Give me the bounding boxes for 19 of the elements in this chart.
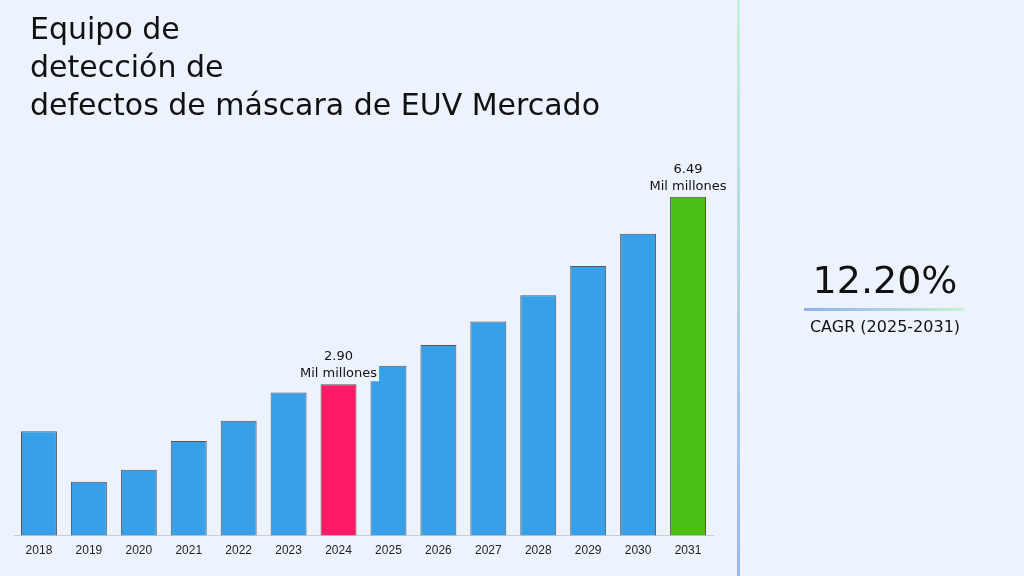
chart-title: Equipo de detección de defectos de máscara de EUV Mercado xyxy=(30,10,600,124)
data-label: 2.90 Mil millones xyxy=(300,348,378,381)
text: 12.20% xyxy=(811,258,959,302)
x-tick-label: 2031 xyxy=(674,543,702,558)
x-tick-label: 2023 xyxy=(275,543,303,558)
x-tick-label: 2018 xyxy=(25,543,53,558)
text: CAGR (2025-2031) xyxy=(808,317,962,336)
x-tick-label: 2025 xyxy=(375,543,403,558)
x-tick-label: 2020 xyxy=(125,543,153,558)
x-tick-label: 2027 xyxy=(474,543,502,558)
x-tick-label: 2019 xyxy=(75,543,103,558)
x-tick-label: 2030 xyxy=(624,543,652,558)
x-tick-label: 2024 xyxy=(325,543,353,558)
x-tick-label: 2022 xyxy=(225,543,253,558)
x-tick-label: 2029 xyxy=(574,543,602,558)
x-tick-label: 2028 xyxy=(524,543,552,558)
x-tick-label: 2021 xyxy=(175,543,203,558)
x-tick-label: 2026 xyxy=(425,543,453,558)
data-label: 6.49 Mil millones xyxy=(649,160,727,193)
